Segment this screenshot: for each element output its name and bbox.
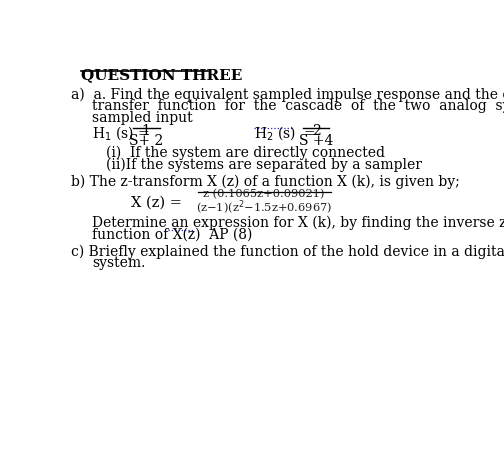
Text: function of X(z)  AP (8): function of X(z) AP (8) — [92, 227, 253, 241]
Text: 1: 1 — [141, 124, 150, 138]
Text: X (z) =: X (z) = — [132, 196, 182, 210]
Text: (ii)If the systems are separated by a sampler: (ii)If the systems are separated by a sa… — [106, 157, 422, 172]
Text: transfer  function  for  the  cascade  of  the  two  analog  systems  with: transfer function for the cascade of the… — [92, 99, 504, 113]
Text: S +4: S +4 — [299, 133, 333, 147]
Text: z (0.1065z+0.09021): z (0.1065z+0.09021) — [204, 188, 325, 199]
Text: (i)  If the system are directly connected: (i) If the system are directly connected — [106, 145, 385, 160]
Text: system.: system. — [92, 256, 146, 270]
Text: sampled input: sampled input — [92, 111, 193, 125]
Text: a)  a. Find the equivalent sampled impulse response and the equivalent z-: a) a. Find the equivalent sampled impuls… — [71, 87, 504, 101]
Text: c) Briefly explained the function of the hold device in a digital control: c) Briefly explained the function of the… — [71, 244, 504, 258]
Text: S+ 2: S+ 2 — [129, 133, 163, 147]
Text: H$_1$ (s) =: H$_1$ (s) = — [92, 124, 150, 142]
Text: Determine an expression for X (k), by finding the inverse z-transform: Determine an expression for X (k), by fi… — [92, 215, 504, 229]
Text: b) The z-transform X (z) of a function X (k), is given by;: b) The z-transform X (z) of a function X… — [71, 174, 460, 188]
Text: (z$-$1)(z$^{2}$$-$1.5z+0.6967): (z$-$1)(z$^{2}$$-$1.5z+0.6967) — [196, 198, 332, 216]
Text: QUESTION THREE: QUESTION THREE — [81, 68, 242, 82]
Text: 2: 2 — [312, 124, 321, 138]
Text: H$_2$ (s)  =: H$_2$ (s) = — [255, 124, 317, 142]
